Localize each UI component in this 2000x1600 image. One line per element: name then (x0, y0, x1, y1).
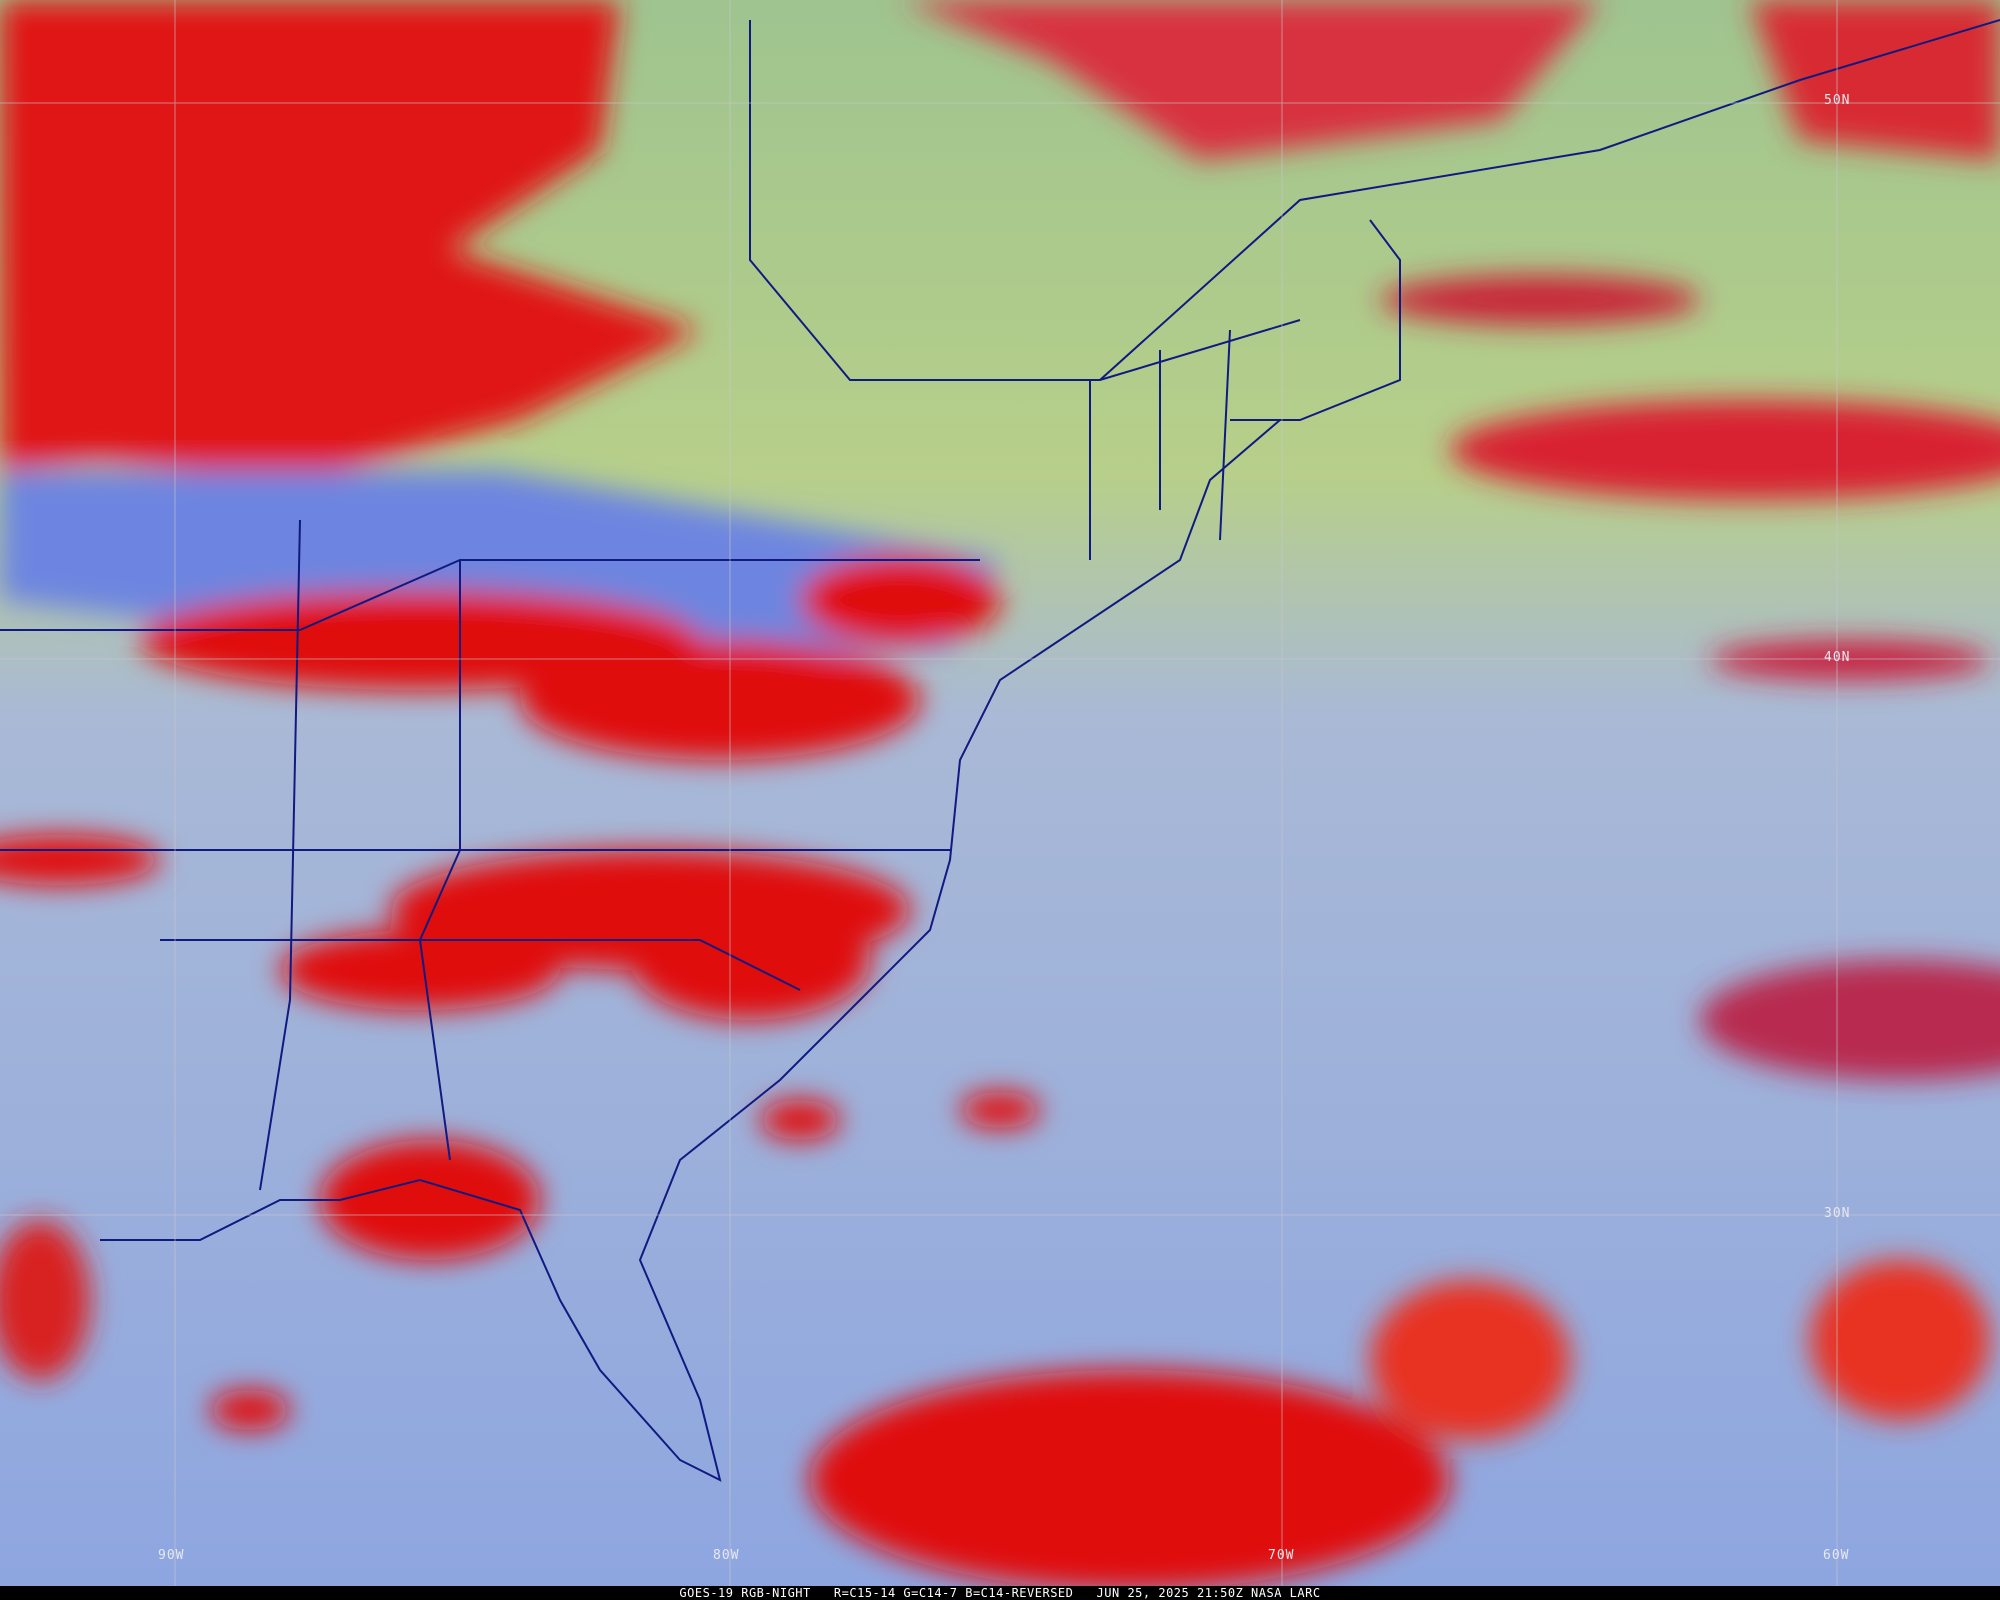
lon-label-70w: 70W (1268, 1548, 1295, 1563)
lat-label-50n: 50N (1824, 93, 1851, 108)
lon-label-60w: 60W (1823, 1548, 1850, 1563)
lon-label-80w: 80W (713, 1548, 740, 1563)
lon-label-90w: 90W (158, 1548, 185, 1563)
political-boundaries (0, 19, 2000, 1482)
image-caption: GOES-19 RGB-NIGHT R=C15-14 G=C14-7 B=C14… (0, 1586, 2000, 1600)
lat-label-30n: 30N (1824, 1206, 1851, 1221)
lat-label-40n: 40N (1824, 650, 1851, 665)
